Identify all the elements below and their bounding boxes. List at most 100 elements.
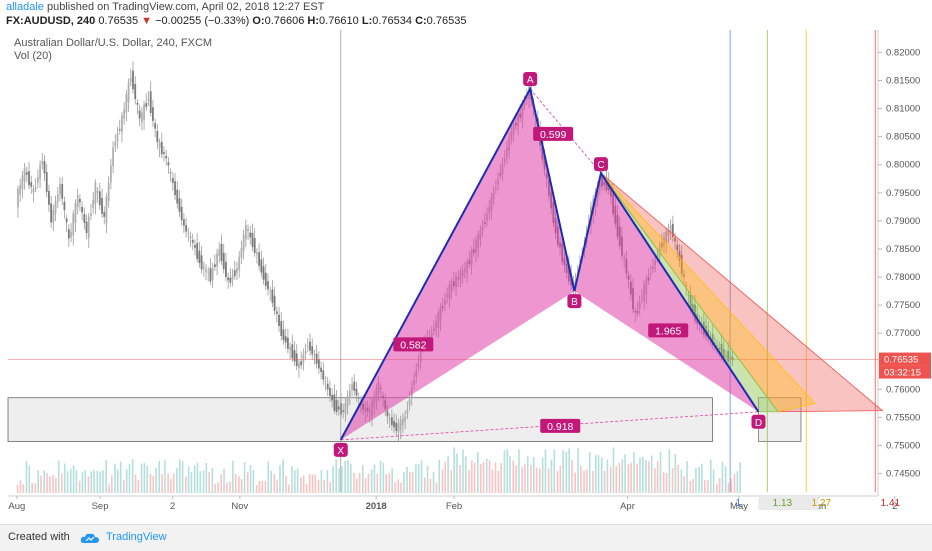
price-tick-label: 0.74500	[886, 469, 920, 480]
volume-bar	[285, 476, 287, 493]
volume-bar	[547, 468, 550, 493]
candle-body	[154, 123, 157, 129]
volume-bar	[435, 482, 438, 493]
volume-bar	[117, 469, 119, 493]
volume-bar	[252, 470, 255, 493]
volume-bar	[485, 458, 488, 493]
volume-bar	[703, 480, 706, 493]
volume-bar	[423, 477, 426, 493]
candle-body	[138, 110, 141, 119]
volume-bar	[526, 456, 529, 493]
volume-bar	[125, 469, 128, 493]
volume-bar	[553, 449, 556, 493]
candle-body	[273, 295, 276, 311]
candle-body	[680, 255, 683, 274]
candle-body	[687, 295, 690, 297]
volume-bar	[479, 463, 482, 493]
chart-area[interactable]: Australian Dollar/U.S. Dollar, 240, FXCM…	[4, 28, 932, 524]
candle-body	[229, 277, 232, 283]
candle-body	[251, 232, 254, 247]
volume-bar	[654, 468, 656, 493]
symbol-name[interactable]: FX:AUDUSD, 240	[6, 15, 96, 27]
volume-bar	[730, 478, 733, 493]
volume-bar	[196, 462, 199, 493]
candle-body	[404, 416, 407, 422]
candle-body	[167, 162, 170, 166]
volume-bar	[69, 468, 72, 493]
volume-bar	[305, 484, 308, 493]
volume-bar	[642, 457, 644, 493]
pattern-point-label: B	[571, 297, 578, 308]
volume-bar	[172, 473, 175, 493]
price-tick-label: 0.82000	[886, 47, 920, 58]
pattern-point-marker	[523, 71, 538, 86]
volume-bar	[709, 459, 712, 493]
volume-bar	[588, 452, 591, 493]
volume-bar	[131, 459, 134, 493]
candle-body	[355, 388, 358, 396]
candle-body	[147, 99, 150, 101]
volume-bar	[178, 459, 181, 493]
volume-bar	[326, 470, 329, 493]
author-link[interactable]: alladale	[6, 1, 44, 13]
price-tick-label: 0.81000	[886, 104, 920, 115]
volume-bar	[441, 469, 444, 493]
candle-body	[678, 251, 681, 261]
high-label: H:	[307, 15, 320, 27]
tradingview-cloud-icon[interactable]	[80, 531, 100, 545]
price-chart[interactable]: Australian Dollar/U.S. Dollar, 240, FXCM…	[4, 28, 932, 524]
low-label: L:	[361, 15, 373, 27]
candle-body	[207, 272, 210, 274]
volume-bar	[105, 459, 107, 493]
footer: Created with TradingView	[0, 524, 932, 551]
tradingview-brand[interactable]: TradingView	[106, 531, 167, 543]
candle-body	[196, 243, 199, 259]
publish-line: alladale published on TradingView.com, A…	[6, 1, 324, 13]
volume-bar	[379, 460, 382, 493]
volume-bar	[353, 472, 355, 493]
time-axis-range	[758, 496, 819, 510]
time-tick-label: Nov	[231, 501, 248, 512]
candle-body	[67, 229, 70, 239]
candle-body	[116, 133, 119, 142]
ratio-label-bg	[648, 323, 689, 338]
pattern-point-marker	[333, 442, 348, 457]
volume-bar	[119, 461, 122, 493]
volume-bar	[689, 480, 692, 493]
volume-bar	[391, 468, 393, 493]
candle-body	[727, 350, 730, 362]
volume-bar	[114, 463, 116, 493]
volume-bar	[447, 456, 449, 493]
candle-body	[280, 320, 283, 336]
volume-bar	[344, 461, 346, 493]
volume-bar	[143, 462, 146, 493]
volume-bar	[630, 462, 632, 493]
volume-bar	[420, 460, 423, 493]
candle-body	[191, 239, 194, 243]
volume-bar	[603, 470, 606, 493]
candle-body	[293, 350, 296, 362]
candle-body	[402, 418, 404, 426]
ratio-label: 0.918	[547, 421, 573, 433]
candle-body	[30, 182, 33, 187]
candle-body	[262, 266, 265, 280]
volume-bar	[264, 480, 267, 493]
pattern-point-label: D	[755, 418, 762, 429]
volume-bar	[158, 460, 161, 493]
volume-bar	[515, 465, 517, 493]
volume-bar	[146, 465, 149, 493]
candle-body	[176, 189, 179, 204]
volume-bar	[400, 482, 402, 493]
volume-bar	[211, 467, 214, 493]
volume-bar	[300, 477, 302, 493]
volume-bar	[618, 462, 621, 493]
volume-bar	[240, 479, 243, 493]
volume-bar	[108, 484, 110, 493]
volume-bar	[577, 448, 579, 493]
candle-body	[337, 406, 340, 410]
volume-bar	[185, 476, 187, 493]
candle-body	[236, 268, 238, 273]
candle-body	[311, 346, 314, 355]
volume-bar	[279, 465, 281, 493]
candle-body	[81, 206, 84, 213]
